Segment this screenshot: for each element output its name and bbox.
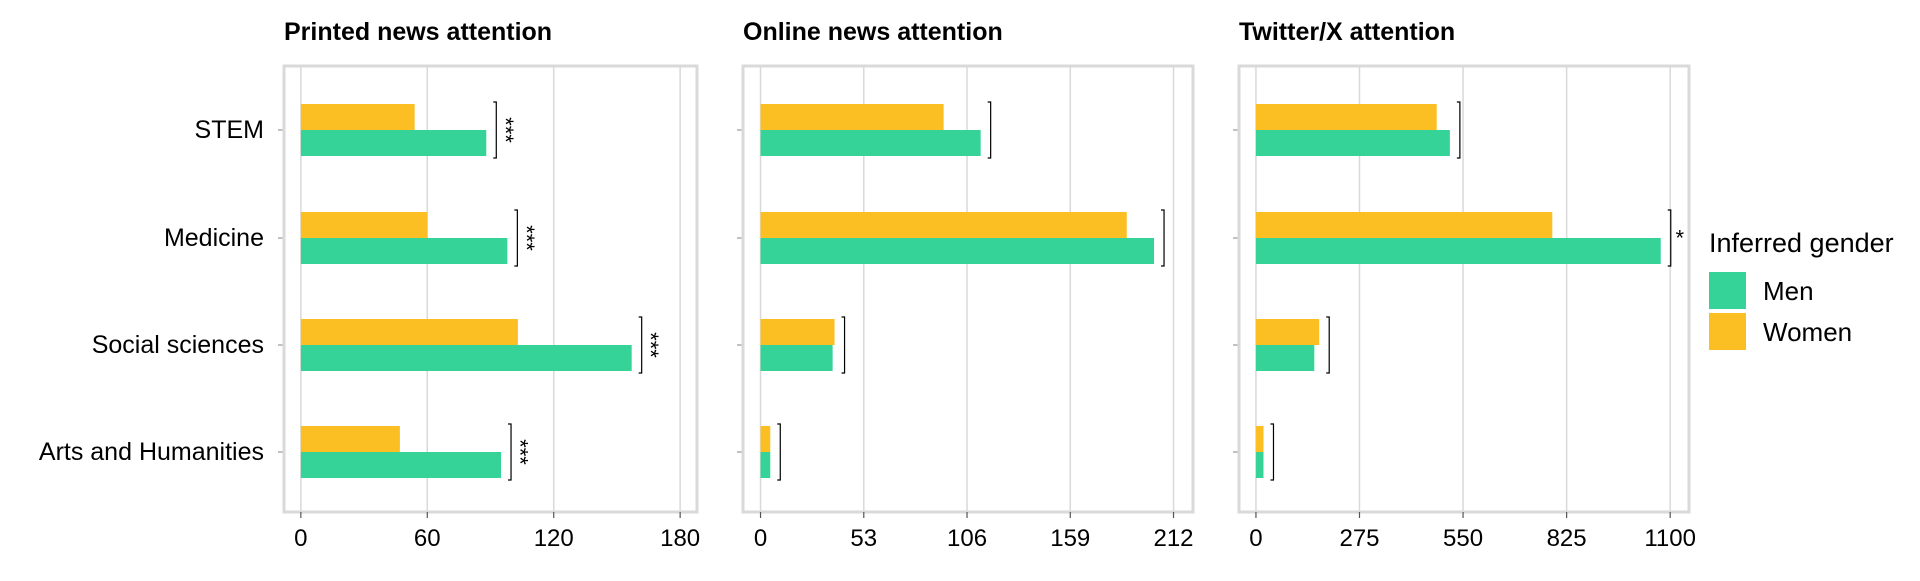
category-label-1: Medicine <box>164 224 264 252</box>
panel-3-sig-label-1: * <box>1675 226 1684 251</box>
panel-3-bar-women-1 <box>1255 212 1553 238</box>
legend-swatch-men <box>1709 272 1746 309</box>
panel-1-border <box>282 64 699 514</box>
panel-2-bar-men-2 <box>760 345 833 371</box>
panel-3-xtick-label-4: 1100 <box>1644 525 1696 552</box>
category-label-3: Arts and Humanities <box>39 438 264 466</box>
panel-1-xtick-label-1: 60 <box>414 525 441 552</box>
panel-1-bar-women-3 <box>300 426 400 452</box>
panel-1-bar-men-1 <box>300 238 508 264</box>
panel-3-bar-men-3 <box>1255 452 1264 478</box>
panel-3-title: Twitter/X attention <box>1239 18 1455 46</box>
panel-1-sig-label-2: *** <box>638 332 663 358</box>
panel-1-bar-women-2 <box>300 319 518 345</box>
panel-3-sig-bracket-0 <box>1456 101 1461 159</box>
panel-1-xtick-label-0: 0 <box>294 525 307 552</box>
panel-2-sig-bracket-3 <box>777 423 781 481</box>
panel-2-bar-men-3 <box>760 452 771 478</box>
category-label-2: Social sciences <box>92 331 264 359</box>
panel-2-sig-bracket-0 <box>987 101 992 159</box>
panel-1-xtick-label-3: 180 <box>660 525 700 552</box>
panel-3-bar-women-0 <box>1255 104 1437 130</box>
panel-1-bar-men-0 <box>300 130 487 156</box>
panel-2-xtick-label-4: 212 <box>1153 525 1193 552</box>
panel-1-bar-women-0 <box>300 104 415 130</box>
panel-1-title: Printed news attention <box>284 18 552 46</box>
panel-3-sig-bracket-2 <box>1326 316 1330 374</box>
panel-3-xtick-label-3: 825 <box>1547 525 1587 552</box>
panel-2-xtick-label-0: 0 <box>754 525 767 552</box>
panel-3-bar-men-0 <box>1255 130 1450 156</box>
panel-2-xtick-label-2: 106 <box>947 525 987 552</box>
panel-2-bar-women-0 <box>760 104 944 130</box>
panel-1-bar-men-3 <box>300 452 502 478</box>
panel-1-sig-bracket-3 <box>508 423 512 481</box>
panel-1-sig-label-3: *** <box>508 439 533 465</box>
legend-title: Inferred gender <box>1709 228 1894 258</box>
panel-3-bar-men-2 <box>1255 345 1315 371</box>
panel-1-bar-men-2 <box>300 345 632 371</box>
panel-2-bar-women-2 <box>760 319 835 345</box>
panel-3-border <box>1237 64 1691 514</box>
panel-1-sig-label-1: *** <box>514 225 539 251</box>
panel-3-sig-bracket-3 <box>1270 423 1275 481</box>
panel-3-xtick-label-0: 0 <box>1249 525 1262 552</box>
panel-2-xtick-label-1: 53 <box>850 525 877 552</box>
panel-2-title: Online news attention <box>743 18 1003 46</box>
panel-1-xtick-label-2: 120 <box>534 525 574 552</box>
panel-1-bar-women-1 <box>300 212 428 238</box>
panel-1-sig-bracket-0 <box>493 101 497 159</box>
panel-2-bar-women-3 <box>760 426 771 452</box>
panel-1-sig-bracket-1 <box>514 209 518 267</box>
panel-3-sig-bracket-1 <box>1667 209 1672 267</box>
panel-2-bar-women-1 <box>760 212 1127 238</box>
panel-3-bar-women-3 <box>1255 426 1264 452</box>
category-label-0: STEM <box>195 116 264 144</box>
panel-2-bar-men-1 <box>760 238 1155 264</box>
panel-2-border <box>741 64 1195 514</box>
panel-3-bar-women-2 <box>1255 319 1320 345</box>
panel-2-xtick-label-3: 159 <box>1050 525 1090 552</box>
legend-swatch-women <box>1709 313 1746 350</box>
panel-1-sig-bracket-2 <box>638 316 643 374</box>
legend-label-men: Men <box>1763 276 1814 306</box>
panel-1-sig-label-0: *** <box>493 117 518 143</box>
panel-3-bar-men-1 <box>1255 238 1661 264</box>
panel-3-xtick-label-1: 275 <box>1339 525 1379 552</box>
legend-label-women: Women <box>1763 317 1852 347</box>
panel-3-xtick-label-2: 550 <box>1443 525 1483 552</box>
panel-2-bar-men-0 <box>760 130 981 156</box>
panel-2-sig-bracket-2 <box>841 316 846 374</box>
panel-2-sig-bracket-1 <box>1161 209 1165 267</box>
